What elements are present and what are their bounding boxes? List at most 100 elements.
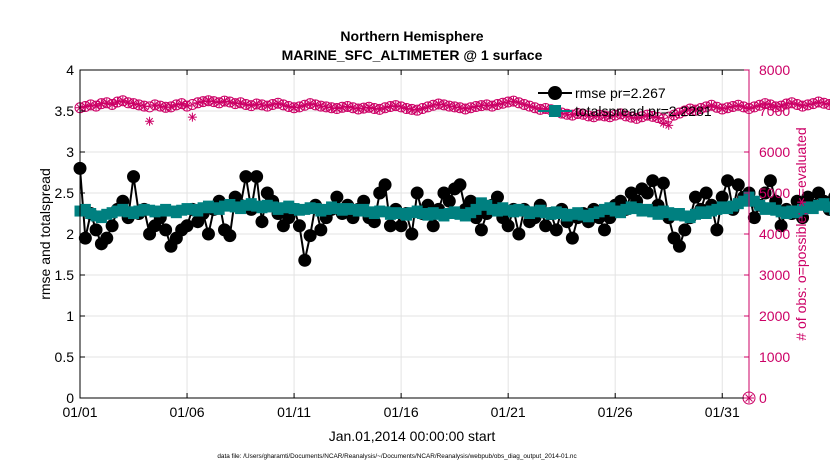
obs-evaluated-marker xyxy=(268,99,278,109)
obs-evaluated-stroke xyxy=(766,101,774,109)
obs-evaluated-stroke xyxy=(643,111,651,119)
obs-evaluated-marker xyxy=(621,111,631,121)
obs-evaluated-marker xyxy=(230,99,240,109)
rmse-marker xyxy=(774,219,788,233)
obs-evaluated-marker xyxy=(193,98,203,108)
obs-evaluated-stroke xyxy=(338,103,346,111)
obs-evaluated-stroke xyxy=(333,105,341,113)
obs-evaluated-stroke xyxy=(740,103,748,111)
obs-evaluated-stroke xyxy=(113,98,121,106)
obs-evaluated-marker xyxy=(134,100,144,110)
obs-evaluated-stroke xyxy=(199,98,207,106)
y-left-tick-label: 0 xyxy=(66,390,74,406)
obs-evaluated-stroke xyxy=(526,102,534,110)
obs-evaluated-stroke xyxy=(483,101,491,109)
obs-evaluated-marker xyxy=(343,101,353,111)
obs-evaluated-stroke xyxy=(311,101,319,109)
obs-evaluated-marker xyxy=(364,102,374,112)
rmse-marker xyxy=(298,253,312,267)
rmse-marker xyxy=(597,223,611,237)
obs-evaluated-stroke xyxy=(188,113,196,121)
obs-evaluated-marker xyxy=(605,112,615,122)
totalspread-marker xyxy=(823,201,830,213)
obs-evaluated-marker xyxy=(300,100,310,110)
rmse-marker xyxy=(565,231,579,245)
y-right-tick-label: 2000 xyxy=(759,308,790,324)
obs-evaluated-stroke xyxy=(306,100,314,108)
obs-evaluated-marker xyxy=(182,101,192,111)
legend-rmse-marker xyxy=(548,86,562,100)
obs-evaluated-stroke xyxy=(649,112,657,120)
x-tick-label: 01/06 xyxy=(170,404,205,420)
obs-evaluated-marker xyxy=(225,97,235,107)
obs-evaluated-stroke xyxy=(183,102,191,110)
obs-evaluated-stroke xyxy=(493,100,501,108)
rmse-marker xyxy=(405,227,419,241)
obs-evaluated-marker xyxy=(814,97,824,107)
obs-evaluated-stroke xyxy=(392,102,400,110)
rmse-marker xyxy=(474,223,488,237)
obs-evaluated-stroke xyxy=(611,111,619,119)
rmse-marker xyxy=(490,190,504,204)
rmse-marker xyxy=(672,239,686,253)
obs-evaluated-marker xyxy=(460,104,470,114)
y-left-tick-label: 2 xyxy=(66,226,74,242)
y-left-tick-label: 2.5 xyxy=(55,185,75,201)
obs-evaluated-marker xyxy=(391,101,401,111)
axis-ticks: 01/01 01/06 01/11 01/16 01/21 01/26 01/31 0 0.5 1… xyxy=(55,62,791,420)
obs-evaluated-marker xyxy=(626,112,636,122)
obs-evaluated-marker xyxy=(819,98,829,108)
obs-evaluated-stroke xyxy=(788,99,796,107)
obs-evaluated-stroke xyxy=(290,104,298,112)
obs-evaluated-stroke xyxy=(231,100,239,108)
rmse-marker xyxy=(255,215,269,229)
obs-evaluated-marker xyxy=(466,103,476,113)
rmse-marker xyxy=(640,186,654,200)
obs-evaluated-stroke xyxy=(520,100,528,108)
obs-evaluated-stroke xyxy=(151,101,159,109)
obs-evaluated-stroke xyxy=(708,101,716,109)
obs-evaluated-stroke xyxy=(724,104,732,112)
obs-evaluated-marker xyxy=(171,100,181,110)
obs-evaluated-marker xyxy=(139,101,149,111)
obs-evaluated-marker xyxy=(209,97,219,107)
obs-evaluated-stroke xyxy=(440,101,448,109)
y-axis-label-left: rmse and totalspread xyxy=(37,168,53,300)
obs-evaluated-stroke xyxy=(178,100,186,108)
obs-evaluated-marker xyxy=(241,99,251,109)
obs-evaluated-stroke xyxy=(825,103,830,108)
obs-evaluated-marker xyxy=(145,116,155,126)
obs-evaluated-marker xyxy=(252,99,262,109)
obs-evaluated-stroke xyxy=(793,100,801,108)
rmse-marker xyxy=(292,219,306,233)
obs-evaluated-stroke xyxy=(162,103,170,111)
y-right-tick-label: 3000 xyxy=(759,267,790,283)
rmse-marker xyxy=(89,223,103,237)
obs-evaluated-stroke xyxy=(354,105,362,113)
obs-evaluated-marker xyxy=(717,104,727,114)
obs-evaluated-marker xyxy=(294,102,304,112)
obs-evaluated-stroke xyxy=(381,104,389,112)
obs-evaluated-stroke xyxy=(119,97,127,105)
obs-evaluated-marker xyxy=(492,99,502,109)
obs-evaluated-stroke xyxy=(665,121,673,129)
rmse-marker xyxy=(394,219,408,233)
obs-evaluated-stroke xyxy=(226,98,234,106)
obs-evaluated-stroke xyxy=(135,101,143,109)
totalspread-marker xyxy=(470,203,482,215)
obs-evaluated-marker xyxy=(824,99,830,109)
x-tick-label: 01/26 xyxy=(598,404,633,420)
obs-evaluated-stroke xyxy=(531,104,539,112)
obs-evaluated-marker xyxy=(803,100,813,110)
rmse-marker xyxy=(758,186,772,200)
obs-evaluated-stroke xyxy=(429,101,437,109)
rmse-marker xyxy=(539,219,553,233)
obs-evaluated-stroke xyxy=(729,102,737,110)
rmse-marker xyxy=(656,176,670,190)
rmse-marker xyxy=(678,223,692,237)
obs-evaluated-marker xyxy=(246,101,256,111)
obs-evaluated-stroke xyxy=(734,101,742,109)
obs-evaluated-stroke xyxy=(654,114,662,122)
obs-evaluated-marker xyxy=(428,100,438,110)
